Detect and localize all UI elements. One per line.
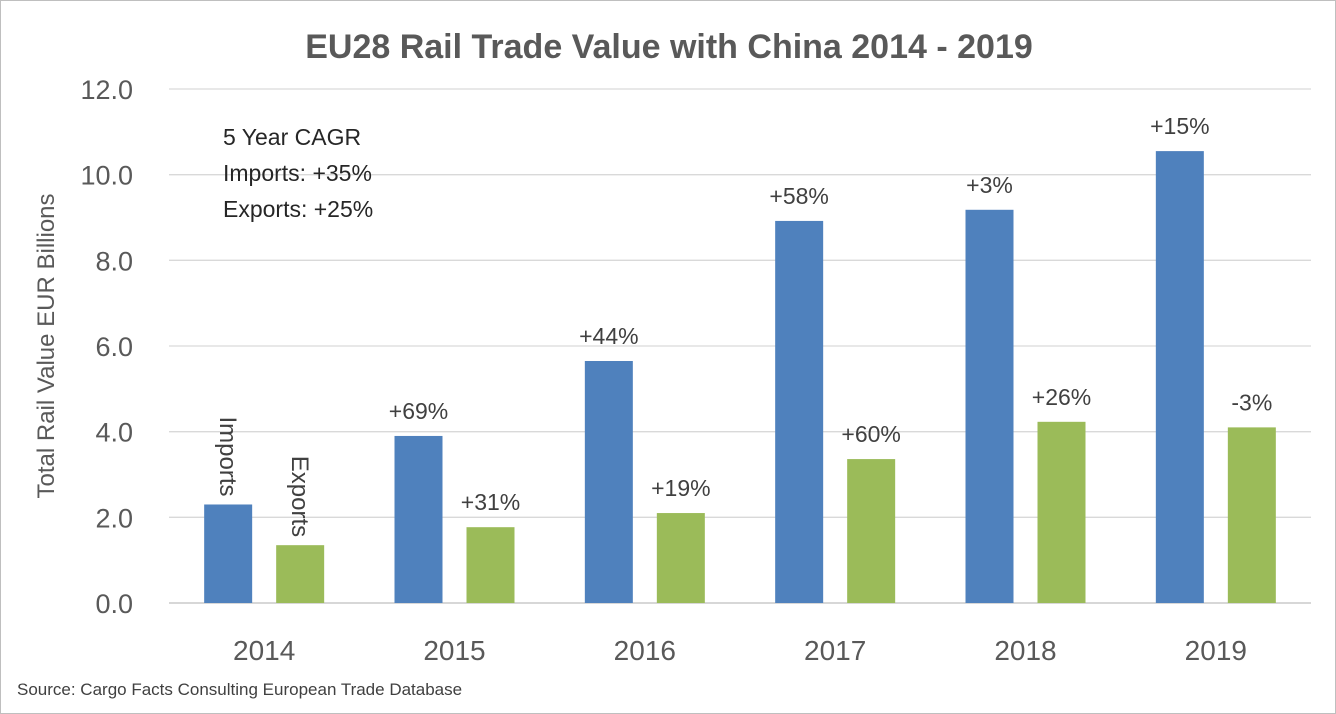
x-tick-label: 2015 (423, 635, 485, 666)
cagr-note-line-3: Exports: +25% (223, 196, 373, 222)
bar-exports-2016 (656, 513, 705, 603)
y-tick-label: 12.0 (80, 75, 133, 105)
data-label-imports-2018: +3% (966, 172, 1013, 198)
chart-title: EU28 Rail Trade Value with China 2014 - … (305, 28, 1033, 66)
bar-imports-2016 (584, 360, 633, 603)
series-labels: Imports Exports (214, 416, 313, 537)
data-label-imports-2019: +15% (1150, 113, 1209, 139)
bar-imports-2014 (204, 504, 253, 603)
x-tick-label: 2014 (233, 635, 295, 666)
bars (204, 151, 1276, 604)
bar-exports-2017 (847, 459, 896, 603)
cagr-note-line-1: 5 Year CAGR (223, 124, 361, 150)
bar-imports-2019 (1155, 151, 1204, 603)
data-label-exports-2017: +60% (841, 421, 900, 447)
gridlines (169, 88, 1311, 604)
data-label-exports-2015: +31% (461, 489, 520, 515)
bar-imports-2018 (965, 209, 1014, 604)
cagr-note-line-2: Imports: +35% (223, 160, 372, 186)
bar-exports-2014 (276, 545, 325, 603)
series-label-imports: Imports (214, 416, 241, 496)
bar-exports-2019 (1227, 427, 1276, 603)
y-tick-label: 10.0 (80, 161, 133, 191)
y-tick-label: 2.0 (95, 503, 133, 533)
bar-imports-2017 (775, 220, 824, 603)
x-tick-labels: 2014 2015 2016 2017 2018 2019 (233, 635, 1247, 666)
x-tick-label: 2019 (1185, 635, 1247, 666)
y-axis-label: Total Rail Value EUR Billions (33, 193, 60, 498)
source-note: Source: Cargo Facts Consulting European … (17, 680, 462, 699)
data-label-imports-2016: +44% (579, 323, 638, 349)
y-tick-label: 0.0 (95, 589, 133, 619)
x-tick-label: 2018 (994, 635, 1056, 666)
data-label-exports-2016: +19% (651, 475, 710, 501)
y-tick-label: 6.0 (95, 332, 133, 362)
x-tick-label: 2016 (614, 635, 676, 666)
data-label-exports-2018: +26% (1032, 384, 1091, 410)
y-tick-label: 4.0 (95, 418, 133, 448)
bar-exports-2015 (466, 527, 515, 603)
series-label-exports: Exports (286, 456, 313, 537)
data-label-exports-2019: -3% (1231, 389, 1272, 415)
bar-imports-2015 (394, 435, 443, 603)
data-label-imports-2017: +58% (769, 183, 828, 209)
y-tick-label: 8.0 (95, 246, 133, 276)
bar-exports-2018 (1037, 421, 1086, 603)
x-tick-label: 2017 (804, 635, 866, 666)
data-labels: +69% +31% +44% +19% +58% +60% +3% +26% +15% -3% (389, 113, 1273, 515)
y-tick-labels: 0.0 2.0 4.0 6.0 8.0 10.0 12.0 (80, 75, 133, 619)
data-label-imports-2015: +69% (389, 398, 448, 424)
